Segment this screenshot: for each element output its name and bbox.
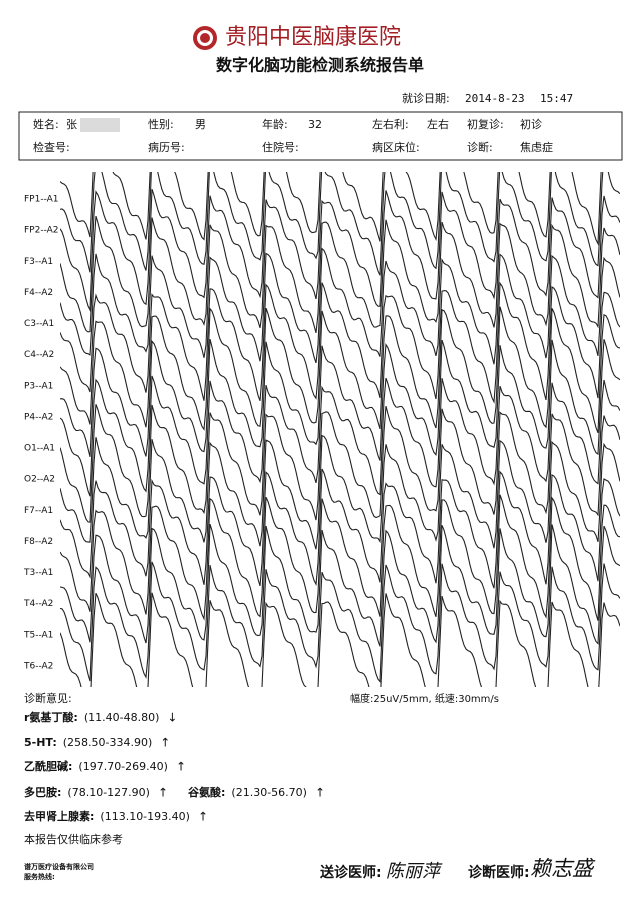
date: 2014-8-23: [465, 92, 525, 105]
channel-label: F3--A1: [24, 257, 53, 267]
finding-name: r氨基丁酸:: [24, 710, 78, 724]
channel-label: FP1--A1: [24, 195, 59, 205]
channel-label: F4--A2: [24, 288, 53, 298]
findings-label: 诊断意见:: [24, 691, 72, 705]
findings: r氨基丁酸: (11.40-48.80) ↓ 5-HT: (258.50-334.90)…: [24, 710, 325, 824]
channel-label: T3--A1: [23, 568, 53, 578]
channel-labels: FP1--A1 FP2--A2 F3--A1 F4--A2 C3--A1 C4--A2 P3…: [23, 195, 59, 672]
eeg-trace: [60, 375, 620, 497]
report-title: 数字化脑功能检测系统报告单: [216, 56, 424, 75]
eeg-trace: [60, 215, 620, 333]
finding-flag: ↑: [158, 786, 168, 800]
eeg-trace: [60, 281, 620, 404]
eeg-trace: [60, 434, 620, 550]
channel-label: T6--A2: [23, 662, 53, 672]
channel-label: P4--A2: [24, 412, 53, 422]
diagnosing-signature: 赖志盛: [530, 857, 596, 881]
eeg-trace: [60, 172, 620, 276]
channel-label: C4--A2: [24, 350, 54, 360]
hotline: 服务热线:: [24, 872, 55, 881]
eeg-trace: [60, 468, 620, 589]
finding-range: (113.10-193.40): [100, 810, 190, 823]
finding-flag: ↑: [315, 786, 325, 800]
channel-label: FP2--A2: [24, 226, 59, 236]
field-value: 32: [308, 118, 322, 131]
finding-range: (11.40-48.80): [84, 711, 160, 724]
finding-name: 谷氨酸:: [188, 785, 225, 799]
finding-range: (21.30-56.70): [231, 786, 307, 799]
channel-label: O1--A1: [24, 444, 55, 454]
channel-label: F8--A2: [24, 537, 53, 547]
channel-label: T4--A2: [23, 599, 53, 609]
field-label: 检查号:: [33, 140, 70, 154]
field-label: 左右利:: [372, 117, 409, 131]
field-value: 左右: [427, 117, 449, 131]
finding-flag: ↓: [167, 711, 177, 725]
field-label: 诊断:: [467, 140, 493, 154]
finding-name: 乙酰胆碱:: [24, 759, 72, 773]
field-label: 年龄:: [262, 117, 288, 131]
eeg-trace: [60, 592, 620, 687]
name-blur: [80, 118, 120, 132]
eeg-trace: [60, 306, 620, 433]
field-label: 病历号:: [148, 140, 185, 154]
finding-flag: ↑: [176, 760, 186, 774]
field-label: 性别:: [148, 117, 174, 131]
eeg-trace: [60, 494, 620, 621]
finding-flag: ↑: [160, 736, 170, 750]
field-label: 姓名:: [33, 117, 59, 131]
note: 本报告仅供临床参考: [24, 832, 123, 846]
time: 15:47: [540, 92, 573, 105]
channel-label: T5--A1: [23, 630, 53, 640]
channel-label: C3--A1: [24, 319, 54, 329]
date-label: 就诊日期:: [402, 91, 450, 105]
finding-name: 多巴胺:: [24, 785, 61, 799]
logo: [193, 26, 217, 50]
channel-label: P3--A1: [24, 381, 53, 391]
hospital-title: 贵阳中医脑康医院: [225, 25, 401, 50]
eeg-trace: [60, 404, 620, 523]
eeg-trace: [60, 523, 620, 647]
finding-name: 5-HT:: [24, 736, 57, 749]
eeg-trace: [60, 561, 620, 683]
info-box: [18, 111, 623, 161]
field-label: 住院号:: [262, 140, 299, 154]
eeg-trace: [60, 172, 602, 246]
eeg-trace: [60, 247, 620, 365]
channel-label: F7--A1: [24, 506, 53, 516]
field-value: 张: [66, 118, 77, 131]
field-label: 病区床位:: [372, 140, 420, 154]
finding-flag: ↑: [198, 810, 208, 824]
finding-range: (197.70-269.40): [78, 760, 168, 773]
referring-signature: 陈丽萍: [386, 861, 443, 882]
referring-label: 送诊医师:: [319, 864, 382, 881]
field-value: 焦虑症: [520, 140, 553, 154]
eeg-trace: [60, 338, 620, 461]
field-value: 男: [195, 118, 206, 131]
field-label: 初复诊:: [467, 117, 504, 131]
eeg-trace: [60, 189, 620, 313]
channel-label: O2--A2: [24, 475, 55, 485]
diagnosing-label: 诊断医师:: [468, 864, 530, 881]
scale-info: 幅度:25uV/5mm, 纸速:30mm/s: [350, 692, 499, 705]
field-value: 初诊: [520, 117, 542, 131]
finding-range: (258.50-334.90): [63, 736, 153, 749]
finding-name: 去甲肾上腺素:: [24, 809, 94, 823]
company: 谱万医疗设备有限公司: [24, 862, 94, 871]
finding-range: (78.10-127.90): [67, 786, 150, 799]
eeg-traces: [60, 172, 620, 687]
